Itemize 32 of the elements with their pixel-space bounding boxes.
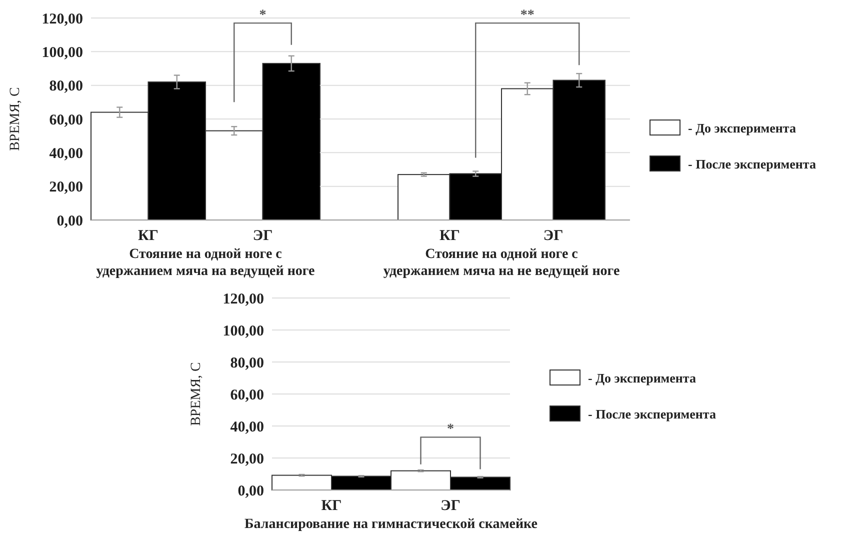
y-tick-label: 20,00	[49, 180, 83, 196]
annotation: *	[447, 422, 454, 438]
x-tick-label: КГ	[321, 498, 342, 514]
annotation: **	[520, 8, 534, 24]
y-tick-label: 20,00	[230, 451, 264, 468]
y-axis-title: ВРЕМЯ, С	[189, 362, 204, 426]
x-tick-label: КГ	[440, 228, 460, 244]
y-tick-label: 100,00	[42, 44, 83, 61]
x-tick-label: КГ	[138, 228, 158, 244]
y-tick-label: 40,00	[230, 419, 264, 436]
y-tick-label: 100,00	[222, 323, 264, 340]
x-tick-label: ЭГ	[543, 228, 564, 244]
y-tick-label: 0,00	[56, 213, 83, 230]
y-tick-label: 120,00	[42, 11, 83, 28]
y-tick-label: 60,00	[230, 387, 264, 404]
y-axis-title: ВРЕМЯ, С	[8, 87, 23, 151]
x-axis-title: Стояние на одной ноге с удержанием мяча на не ведущей ноге	[383, 247, 620, 279]
y-tick-label: 80,00	[230, 355, 264, 372]
legend-label: - До эксперимента	[588, 370, 696, 386]
y-tick-label: 80,00	[49, 78, 83, 95]
x-axis-title: Стояние на одной ноге с удержанием мяча на ведущей ноге	[96, 247, 315, 279]
annotation: *	[259, 8, 266, 24]
x-tick-label: ЭГ	[252, 228, 273, 244]
y-tick-label: 40,00	[49, 146, 83, 162]
x-tick-label: ЭГ	[440, 498, 460, 514]
x-axis-title: Балансирование на гимнастической скамейке	[244, 517, 538, 532]
y-tick-label: 0,00	[238, 483, 264, 500]
legend-label: - После эксперимента	[688, 156, 816, 172]
legend-label: - До эксперимента	[688, 120, 796, 136]
legend-label: - После эксперимента	[588, 406, 716, 422]
y-tick-label: 60,00	[49, 112, 83, 128]
y-tick-label: 120,00	[222, 291, 264, 308]
